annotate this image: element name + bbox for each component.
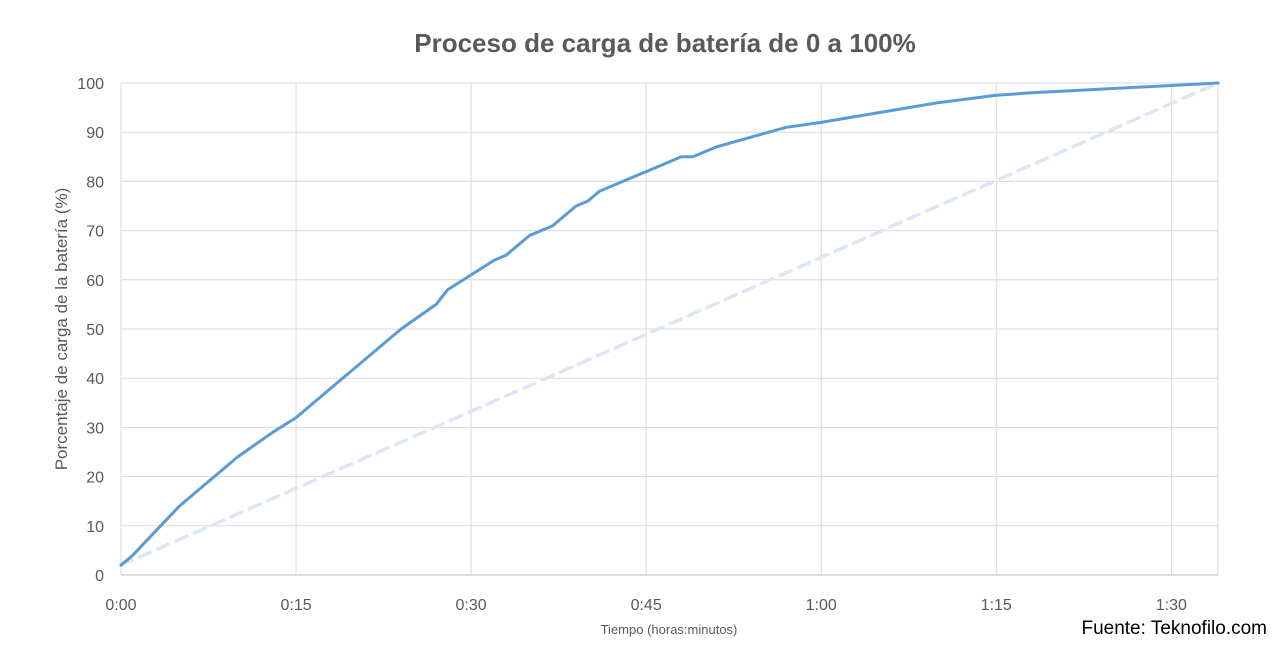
y-tick-label: 40 [86, 371, 104, 388]
y-tick-label: 20 [86, 470, 104, 487]
chart-title: Proceso de carga de batería de 0 a 100% [414, 28, 916, 58]
ticks: 0 10 20 30 40 50 60 70 80 90 100 0:00 0:15 0:30 0:45 1:… [77, 76, 1187, 614]
y-tick-label: 60 [86, 273, 104, 290]
y-tick-label: 90 [86, 125, 104, 142]
y-tick-label: 10 [86, 519, 104, 536]
y-tick-label: 30 [86, 420, 104, 437]
x-tick-label: 1:00 [806, 597, 837, 614]
x-tick-label: 1:30 [1156, 597, 1187, 614]
y-tick-label: 70 [86, 224, 104, 241]
x-tick-label: 0:45 [631, 597, 662, 614]
x-tick-label: 0:00 [105, 597, 136, 614]
y-tick-label: 0 [95, 568, 104, 585]
y-tick-label: 80 [86, 174, 104, 191]
grid [120, 82, 1219, 576]
x-axis-label: Tiempo (horas:minutos) [601, 622, 738, 637]
series-layer [119, 81, 1220, 567]
x-tick-label: 0:15 [280, 597, 311, 614]
x-tick-label: 0:30 [456, 597, 487, 614]
y-tick-label: 50 [86, 322, 104, 339]
charge-curve-line [119, 81, 1220, 567]
x-tick-label: 1:15 [981, 597, 1012, 614]
y-axis-label: Porcentaje de carga de la batería (%) [52, 188, 71, 471]
dashed-reference-line [119, 81, 1220, 567]
y-tick-label: 100 [77, 76, 104, 93]
source-note: Fuente: Teknofilo.com [1081, 618, 1267, 639]
